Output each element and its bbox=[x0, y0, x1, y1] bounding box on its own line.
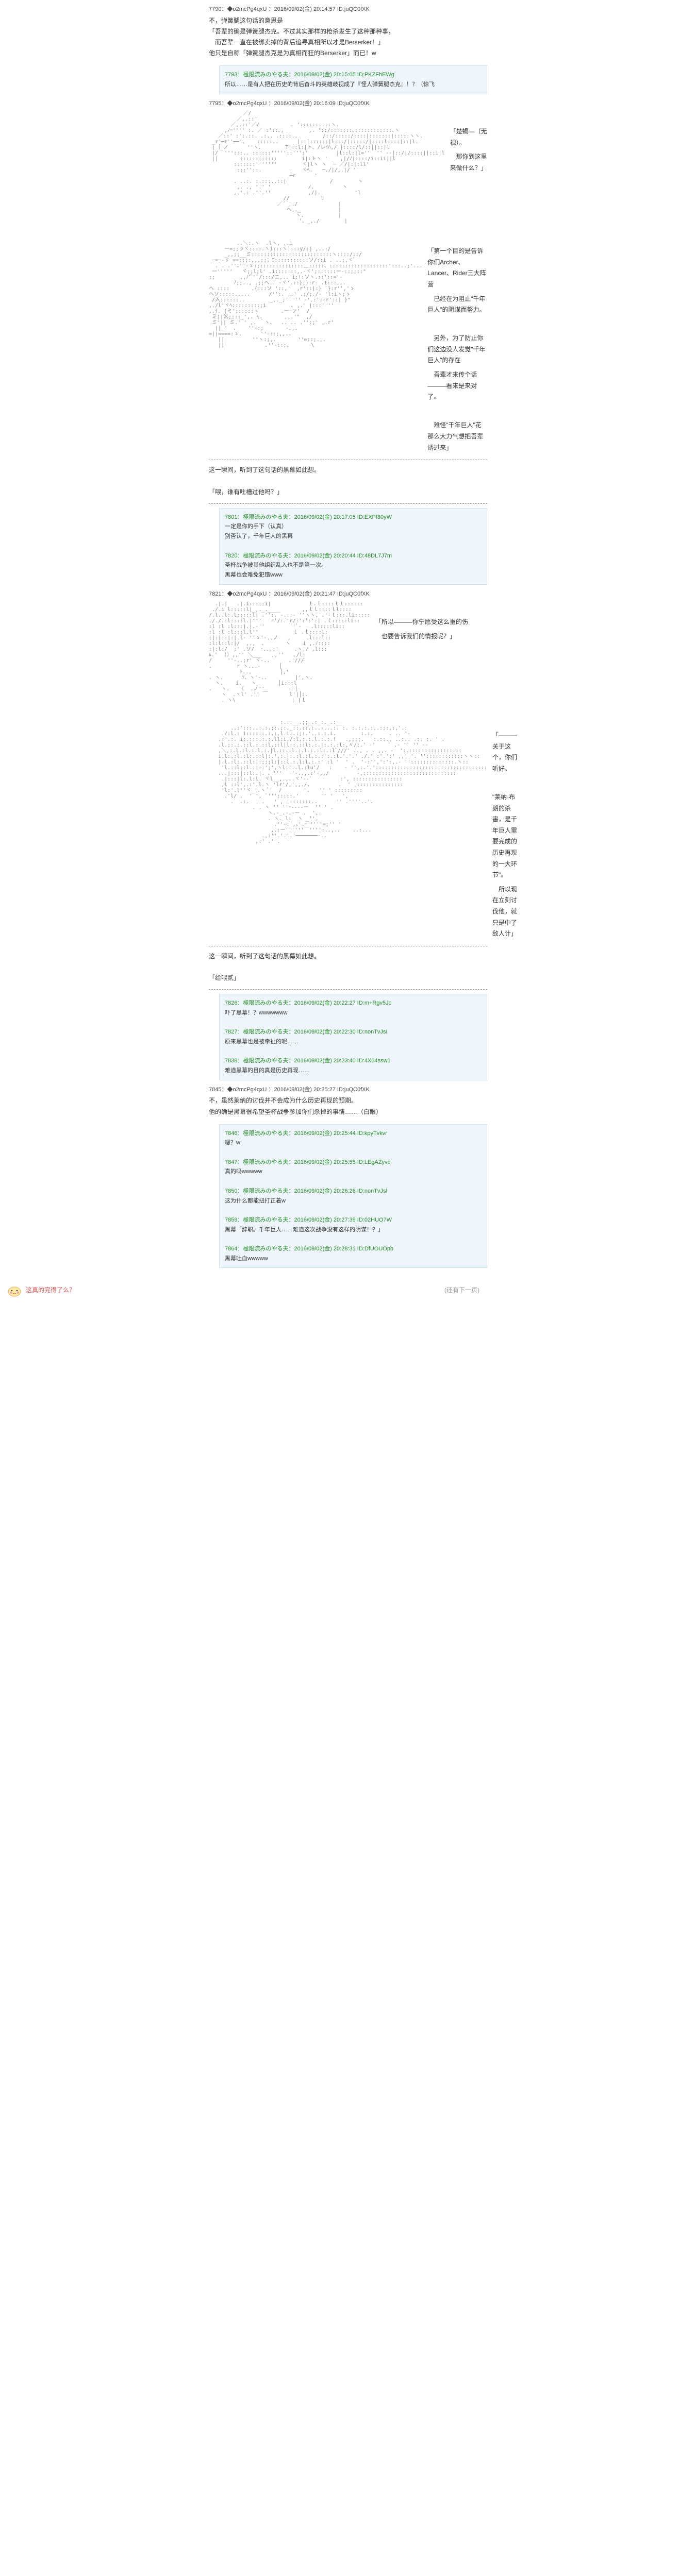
reply-text: 这为什么都能扭打正着w bbox=[225, 1196, 482, 1206]
dialogue-line: 「楚蝎—（无视）。 bbox=[450, 126, 487, 148]
reply-header: 7820：極限流みのやる夫：2016/09/02(金) 20:20:44 ID:… bbox=[225, 553, 392, 559]
post-meta: 7790：◆o2mcPg4qxU ：2016/09/02(金) 20:14:57… bbox=[209, 6, 370, 12]
dialogue-line: 吾辈才来传个话———看来是来对了。 bbox=[427, 369, 487, 403]
footer-note: (还有下一页) bbox=[444, 1285, 479, 1294]
reply-header: 7864：極限流みのやる夫：2016/09/02(金) 20:28:31 ID:… bbox=[225, 1246, 393, 1252]
speech-bubble: 「———关于这个，你们听好。 "莱纳·布朗的杀害，是千年巨人需要完成的历史再现的… bbox=[492, 717, 517, 943]
reply-text: 原来黑幕也是被牵扯的呢…… bbox=[225, 1037, 482, 1047]
reply-box-7826: 7826：極限流みのやる夫：2016/09/02(金) 20:22:27 ID:… bbox=[219, 994, 487, 1080]
narration-line: 「喂，谁有吐槽过他吗？」 bbox=[209, 487, 487, 497]
post-header: 7795：◆o2mcPg4qxU ：2016/09/02(金) 20:16:09… bbox=[209, 99, 487, 108]
post-7795: 7795：◆o2mcPg4qxU ：2016/09/02(金) 20:16:09… bbox=[209, 99, 487, 504]
dialogue-line: 已经在为阻止"千年巨人"的阴谋而努力。 bbox=[427, 294, 487, 316]
post-meta: 7845：◆o2mcPg4qxU ：2016/09/02(金) 20:25:27… bbox=[209, 1087, 370, 1093]
post-body: 不，虽然莱纳的讨伐并不会成为什么历史再现的预期。 他的确是黑幕很希望圣杯战争参加… bbox=[209, 1094, 487, 1120]
reply-box-7801: 7801：極限流みのやる夫：2016/09/02(金) 20:17:05 ID:… bbox=[219, 508, 487, 585]
text-line: 不，弹簧腿这句话的意思是 bbox=[209, 16, 487, 26]
reply-text: 黑幕「辞职。千年巨人……难道这次战争没有这样的阴谋！？」 bbox=[225, 1225, 482, 1235]
dialogue-line: 难怪"千年巨人"花那么大力气想把吾辈诱过来」 bbox=[427, 420, 487, 453]
reply-header: 7793：極限流みのやる夫：2016/09/02(金) 20:15:05 ID:… bbox=[225, 70, 482, 80]
dialogue-line: 所以现在立刻讨伐他，就只是中了敌人计」 bbox=[492, 884, 517, 940]
post-header: 7845：◆o2mcPg4qxU ：2016/09/02(金) 20:25:27… bbox=[209, 1086, 487, 1094]
page-footer: 这真的完得了么？ (还有下一页) bbox=[0, 1278, 696, 1303]
mascot-icon bbox=[6, 1282, 23, 1297]
dialogue-line: "莱纳·布朗的杀害，是千年巨人需要完成的历史再现的一大环节"。 bbox=[492, 792, 517, 881]
ascii-art-wounded: :.:.__.;;_.:_:._.:__ ..:':::..:.:.;:.;:.… bbox=[209, 720, 487, 844]
speech-bubble: 「第一个目的是告诉你们Archer、Lancer、Rider三大阵营 已经在为阻… bbox=[427, 238, 487, 456]
dialogue-line: 「第一个目的是告诉你们Archer、Lancer、Rider三大阵营 bbox=[427, 246, 487, 290]
separator bbox=[209, 989, 487, 990]
dialogue-line: 那你到这里来做什么？」 bbox=[450, 151, 487, 174]
reply-text: 吓了黑幕！？wwwwwww bbox=[225, 1008, 482, 1018]
text-line: 「吾辈的确是弹簧腿杰克。不过其实那样的枪杀发生了这种那种事， bbox=[209, 27, 487, 37]
reply-text: 别否认了，千年巨人的黑幕 bbox=[225, 532, 482, 541]
ascii-art-face: .|.| .|.i:::::i| ｌ.ｌ::::ｌｌ:::::: ./.i l:… bbox=[209, 601, 370, 703]
text-line: 他的确是黑幕很希望圣杯战争参加你们杀掉的事情……（白眼） bbox=[209, 1107, 487, 1117]
reply-text: 黑幕吐血wwwww bbox=[225, 1254, 482, 1264]
post-header: 7821：◆o2mcPg4qxU ：2016/09/02(金) 20:21:47… bbox=[209, 590, 487, 599]
reply-text: 难道黑幕的目的真是历史再现…… bbox=[225, 1066, 482, 1076]
post-7845: 7845：◆o2mcPg4qxU ：2016/09/02(金) 20:25:27… bbox=[209, 1086, 487, 1120]
ascii-scene-1: ／/ ／,.::' ／,.::'／/ . '::::::::::ヽ. ,ﾉｰ''… bbox=[209, 108, 487, 227]
dialogue-line: 也要告诉我们的情报呢？」 bbox=[375, 631, 487, 642]
post-header: 7790：◆o2mcPg4qxU ：2016/09/02(金) 20:14:57… bbox=[209, 5, 487, 14]
ascii-scene-3: .|.| .|.i:::::i| ｌ.ｌ::::ｌｌ:::::: ./.i l:… bbox=[209, 598, 487, 706]
dialogue-line: 「所以———你宁愿受这么重的伤 bbox=[375, 617, 487, 628]
post-7790: 7790：◆o2mcPg4qxU ：2016/09/02(金) 20:14:57… bbox=[209, 5, 487, 61]
reply-header: 7826：極限流みのやる夫：2016/09/02(金) 20:22:27 ID:… bbox=[225, 1000, 391, 1006]
reply-box-7846: 7846：極限流みのやる夫：2016/09/02(金) 20:25:44 ID:… bbox=[219, 1124, 487, 1268]
reply-text: 圣杯战争被其他组织乱入也不是第一次。 bbox=[225, 561, 482, 570]
speech-bubble: 「所以———你宁愿受这么重的伤 也要告诉我们的情报呢？」 bbox=[375, 598, 487, 645]
text-line: 不，虽然莱纳的讨伐并不会成为什么历史再现的预期。 bbox=[209, 1096, 487, 1106]
dialogue-line: 另外，为了防止你们这边没人发觉"千年巨人"的存在 bbox=[427, 333, 487, 366]
reply-text: 所以……是有人把在历史的背后奋斗的英雄歧视成了『怪人弹簧腿杰克』！？（惊飞 bbox=[225, 80, 482, 90]
reply-header: 7847：極限流みのやる夫：2016/09/02(金) 20:25:55 ID:… bbox=[225, 1159, 390, 1165]
narration: 这一瞬间，听到了这句话的黑幕如此想。 「喂，谁有吐槽过他吗？」 bbox=[209, 463, 487, 500]
speech-bubble: 「楚蝎—（无视）。 那你到这里来做什么？」 bbox=[450, 108, 487, 177]
separator bbox=[209, 503, 487, 504]
reply-header: 7846：極限流みのやる夫：2016/09/02(金) 20:25:44 ID:… bbox=[225, 1130, 387, 1137]
narration-line: 「给喂贰」 bbox=[209, 973, 487, 983]
ascii-art-woman: ／/ ／,.::' ／,.::'／/ . '::::::::::ヽ. ,ﾉｰ''… bbox=[209, 111, 445, 224]
reply-box-7793: 7793：極限流みのやる夫：2016/09/02(金) 20:15:05 ID:… bbox=[219, 65, 487, 94]
footer-caption: 这真的完得了么？ bbox=[26, 1285, 75, 1294]
narration-line: 这一瞬间，听到了这句话的黑幕如此想。 bbox=[209, 465, 487, 475]
narration: 这一瞬间，听到了这句话的黑幕如此想。 「给喂贰」 bbox=[209, 950, 487, 987]
text-line: 而吾辈一直在被绑卖掉的背后追寻真相所以才是Berserker！」 bbox=[209, 38, 487, 47]
post-7821: 7821：◆o2mcPg4qxU ：2016/09/02(金) 20:21:47… bbox=[209, 590, 487, 990]
reply-text: 黑幕也会难免犯错www bbox=[225, 570, 482, 580]
reply-text: 一定是你的手下（认真） bbox=[225, 522, 482, 532]
narration-line: 这一瞬间，听到了这句话的黑幕如此想。 bbox=[209, 952, 487, 961]
dialogue-line: 「———关于这个，你们听好。 bbox=[492, 730, 517, 774]
ascii-scene-4: :.:.__.;;_.:_:._.:__ ..:':::..:.:.;:.;:.… bbox=[209, 717, 487, 943]
reply-header: 7859：極限流みのやる夫：2016/09/02(金) 20:27:39 ID:… bbox=[225, 1217, 392, 1223]
ascii-art-man: ..＼:.ヽ .lヽ, ,.i ー=;;ッヾ::::.ヽi:::ヽ|:::y/:… bbox=[209, 241, 422, 348]
post-meta: 7821：◆o2mcPg4qxU ：2016/09/02(金) 20:21:47… bbox=[209, 591, 370, 597]
post-body: 不，弹簧腿这句话的意思是 「吾辈的确是弹簧腿杰克。不过其实那样的枪杀发生了这种那… bbox=[209, 14, 487, 62]
text-line: 他只是自称「弹簧腿杰克是为真相而狂的Berserker」而已！w bbox=[209, 48, 487, 58]
post-meta: 7795：◆o2mcPg4qxU ：2016/09/02(金) 20:16:09… bbox=[209, 100, 370, 107]
reply-header: 7850：極限流みのやる夫：2016/09/02(金) 20:26:26 ID:… bbox=[225, 1188, 387, 1194]
reply-text: 真的吗wwwww bbox=[225, 1167, 482, 1177]
ascii-scene-2: ..＼:.ヽ .lヽ, ,.i ー=;;ッヾ::::.ヽi:::ヽ|:::y/:… bbox=[209, 238, 487, 456]
reply-text: 嗯？w bbox=[225, 1138, 482, 1148]
reply-header: 7838：極限流みのやる夫：2016/09/02(金) 20:23:40 ID:… bbox=[225, 1058, 391, 1064]
reply-header: 7827：極限流みのやる夫：2016/09/02(金) 20:22:30 ID:… bbox=[225, 1029, 387, 1035]
reply-header: 7801：極限流みのやる夫：2016/09/02(金) 20:17:05 ID:… bbox=[225, 514, 392, 520]
